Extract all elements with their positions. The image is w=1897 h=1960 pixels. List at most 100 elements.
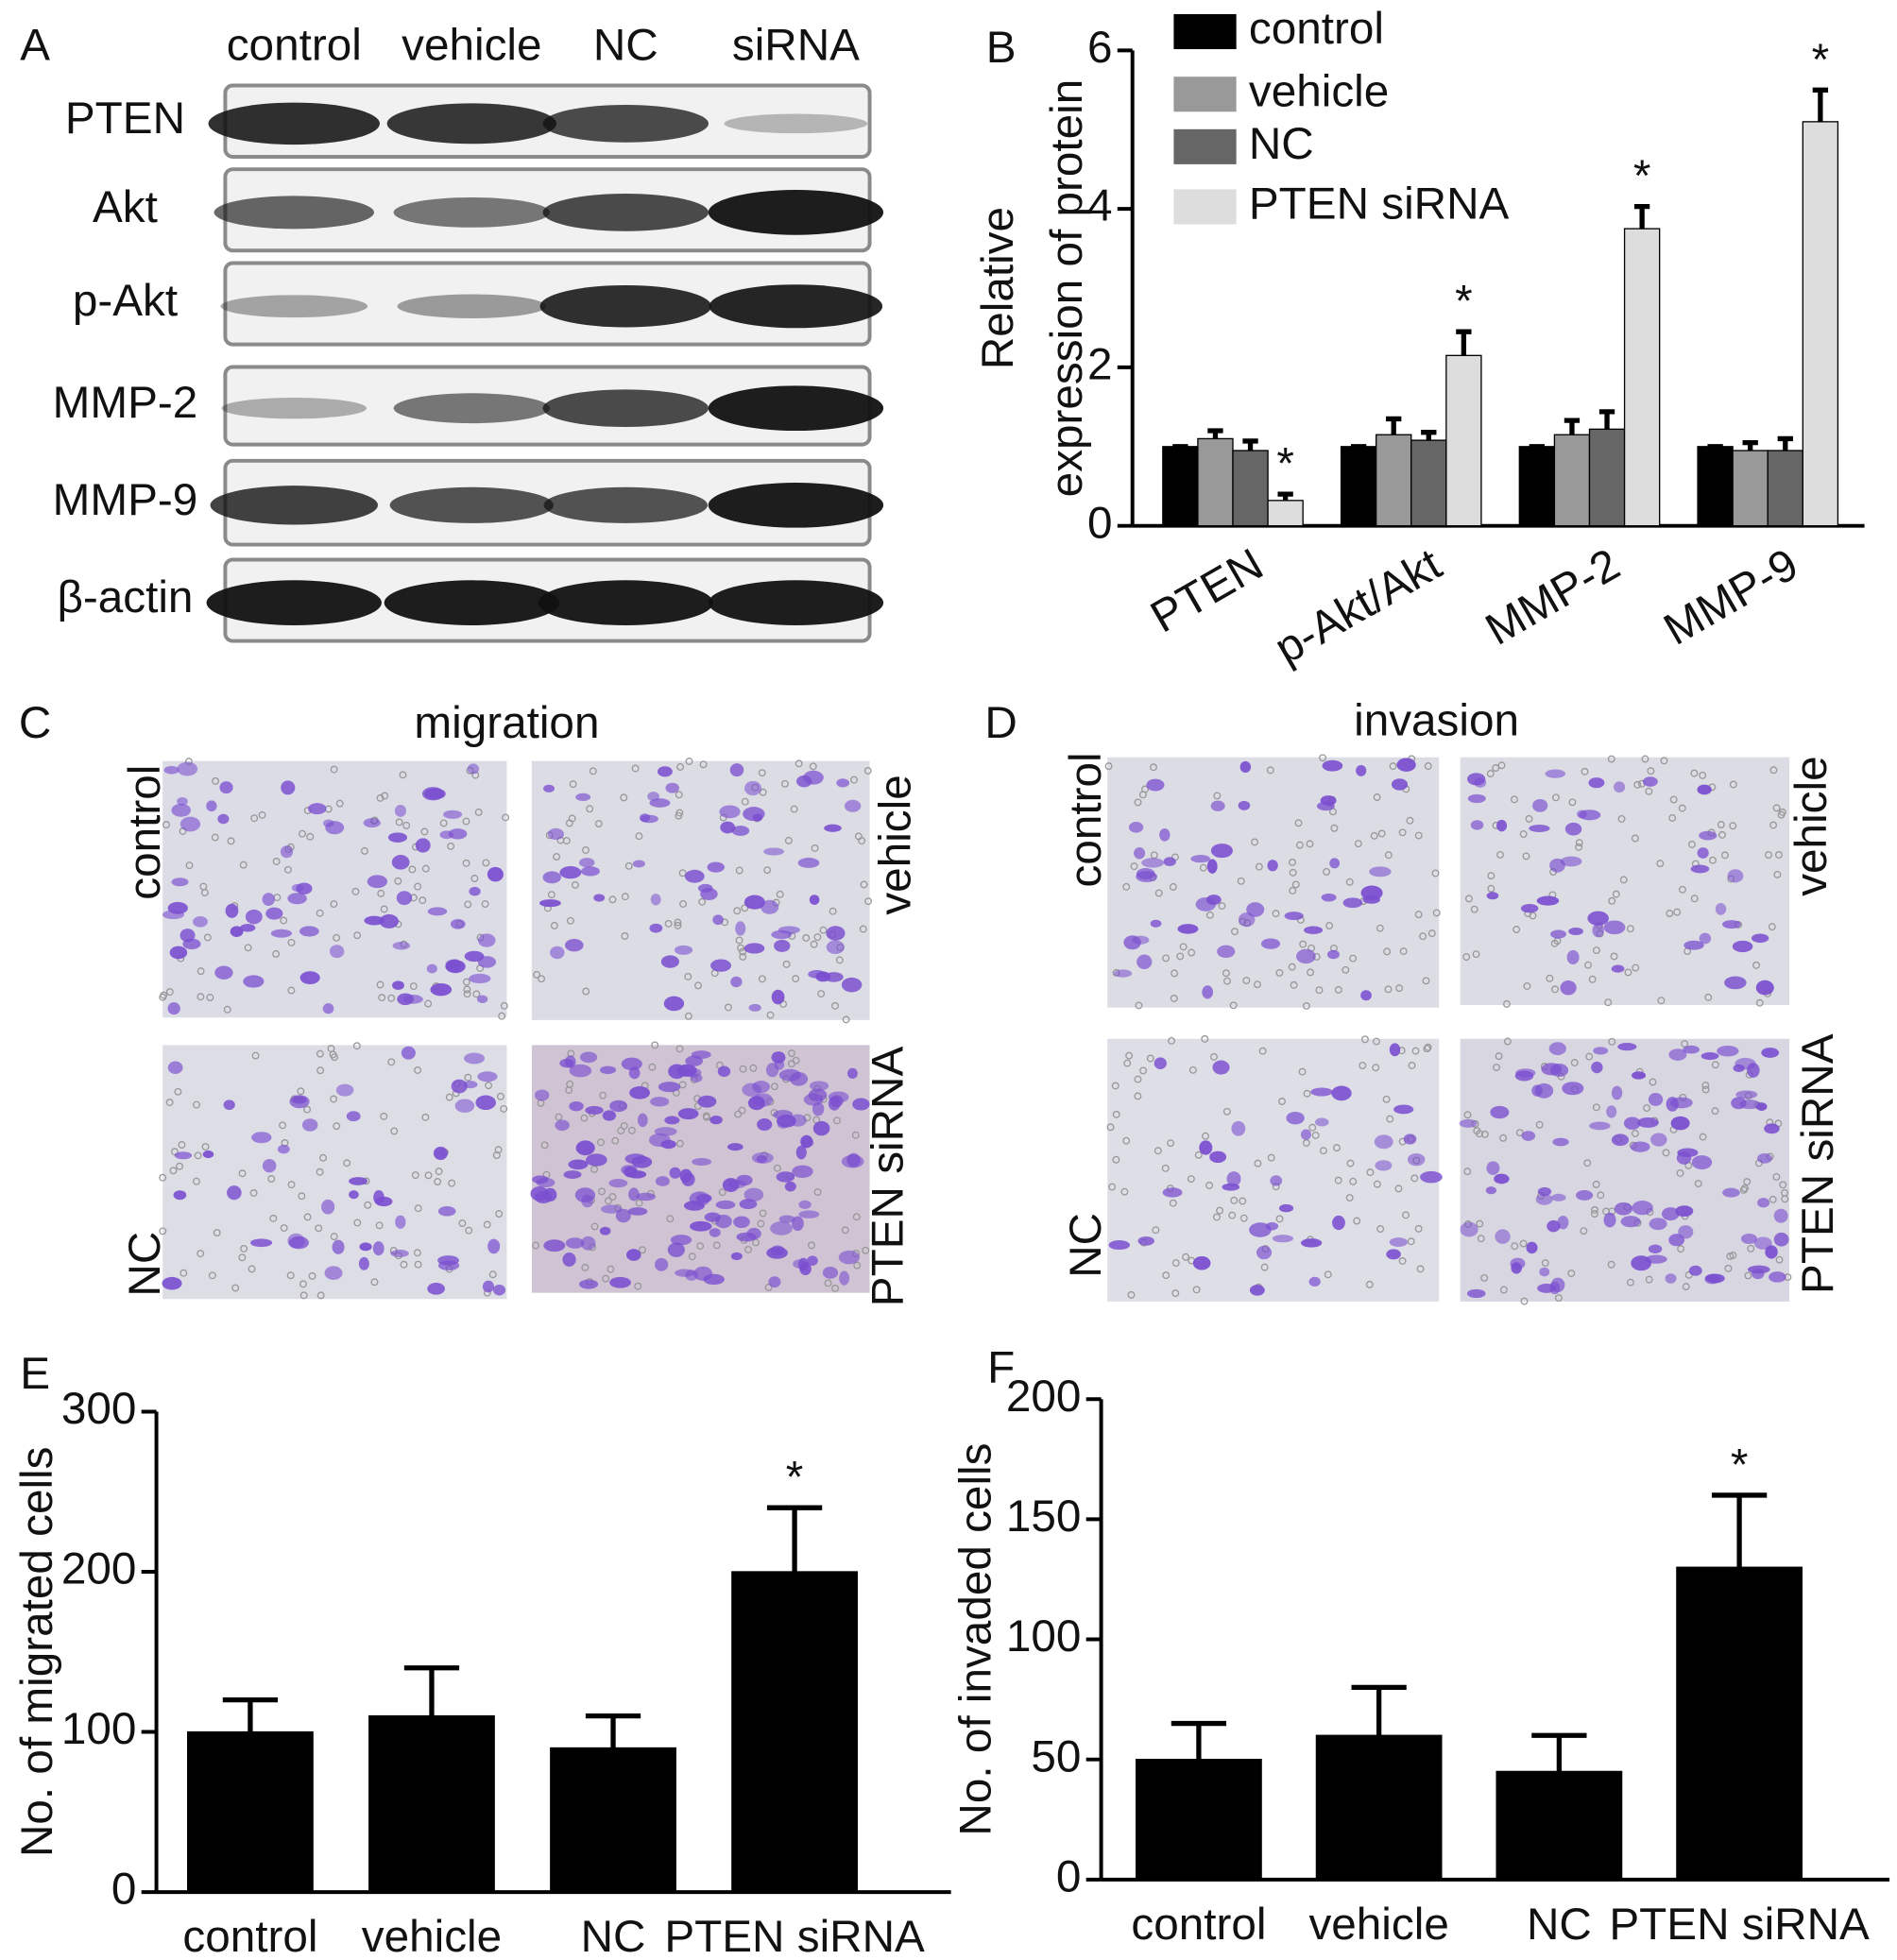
pore: [399, 771, 407, 779]
cell: [392, 941, 411, 950]
bar: [1162, 446, 1199, 527]
cell: [1192, 1255, 1211, 1270]
blot-band: [539, 284, 711, 328]
bar: [1197, 437, 1234, 527]
pore: [590, 1165, 599, 1173]
cell: [167, 1061, 183, 1074]
pore: [1678, 804, 1686, 812]
pore: [269, 1214, 278, 1222]
cell: [335, 1083, 354, 1097]
cell: [691, 1050, 711, 1059]
cell: [1375, 1160, 1393, 1171]
pore: [1592, 1180, 1600, 1188]
cell: [542, 871, 562, 884]
pore: [162, 821, 170, 829]
pore: [735, 936, 743, 945]
pore: [842, 1015, 850, 1024]
pore: [1744, 1271, 1752, 1280]
pore: [1493, 1064, 1501, 1072]
cell: [1614, 1202, 1633, 1216]
pore: [674, 921, 682, 929]
pore: [1169, 882, 1177, 891]
cell: [299, 926, 319, 937]
bar: [1495, 1770, 1623, 1881]
cell: [684, 869, 705, 883]
pore: [580, 1114, 589, 1122]
pore: [481, 900, 489, 909]
cell: [677, 1108, 699, 1120]
cell: [1206, 859, 1218, 874]
pore: [582, 846, 590, 854]
cell: [599, 1065, 617, 1075]
pore: [1349, 954, 1358, 963]
pore: [297, 1087, 305, 1096]
cell: [1765, 1245, 1778, 1259]
y-tick-label: 0: [111, 1865, 137, 1915]
cell: [746, 1227, 761, 1240]
cell: [1717, 1045, 1739, 1057]
cell: [1642, 776, 1658, 787]
cell: [1549, 858, 1565, 873]
error-bar: [1171, 1720, 1227, 1760]
cell: [1757, 1152, 1772, 1164]
cell: [1239, 760, 1252, 774]
pore: [547, 891, 555, 899]
pore: [1662, 1149, 1670, 1157]
cell: [543, 1187, 557, 1202]
pore: [1365, 1280, 1374, 1288]
cell: [193, 915, 208, 928]
pore: [1747, 1244, 1755, 1253]
pore: [1188, 948, 1196, 957]
pore: [227, 837, 235, 845]
pore: [678, 1081, 687, 1089]
cell: [443, 810, 463, 819]
pore: [272, 949, 281, 958]
cell: [1550, 929, 1567, 939]
cell: [715, 1200, 736, 1210]
pore: [1334, 1176, 1342, 1185]
bar: [1697, 446, 1734, 527]
cell: [1238, 912, 1256, 928]
pore: [1408, 1061, 1416, 1069]
pore: [287, 986, 296, 995]
cell: [1374, 1134, 1393, 1150]
cell: [1611, 964, 1625, 973]
cell: [1751, 933, 1769, 944]
pore: [176, 1162, 184, 1170]
pore: [582, 987, 590, 996]
cell: [608, 1179, 628, 1188]
pore: [316, 1049, 324, 1058]
pore: [306, 832, 315, 841]
blot-band: [538, 580, 713, 625]
cell: [824, 972, 844, 982]
pore: [1216, 1206, 1224, 1215]
cell: [1270, 1175, 1283, 1186]
cell: [1678, 1225, 1694, 1239]
pore: [316, 909, 324, 917]
cell: [349, 1190, 359, 1200]
pore: [566, 916, 574, 925]
cell: [581, 866, 600, 877]
pore: [1781, 1195, 1789, 1203]
pore: [1631, 1129, 1639, 1137]
pore: [1154, 889, 1163, 897]
significance-mark: *: [1633, 151, 1651, 201]
error-bar: [1386, 416, 1402, 435]
pore: [1666, 910, 1674, 917]
cell: [1670, 1116, 1690, 1131]
cell: [1403, 1133, 1417, 1145]
pore: [1150, 763, 1157, 772]
cell: [325, 821, 345, 835]
pore: [496, 1092, 504, 1100]
pore: [1718, 830, 1726, 839]
pore: [1592, 946, 1600, 955]
pore: [250, 814, 259, 823]
cell: [262, 1159, 277, 1173]
cell: [807, 1255, 818, 1266]
pore: [483, 1220, 491, 1229]
cell: [778, 1215, 795, 1223]
pore: [858, 837, 866, 845]
blot-band: [384, 580, 560, 625]
pore: [231, 1284, 240, 1292]
lane-label: siRNA: [732, 20, 860, 70]
